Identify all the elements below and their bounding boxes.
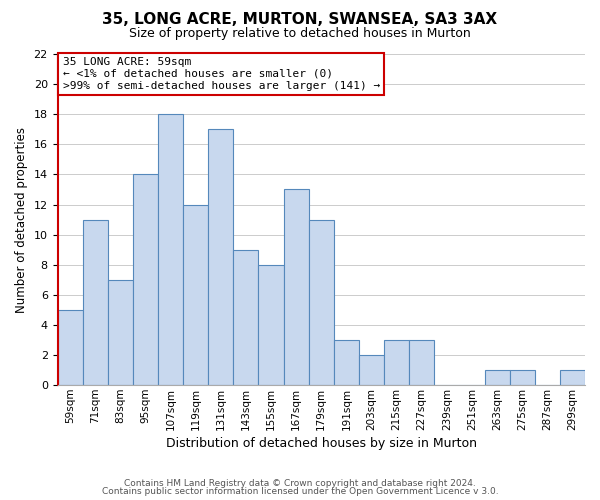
Bar (309, 220, 334, 385)
Bar (334, 340, 359, 385)
Text: Contains public sector information licensed under the Open Government Licence v : Contains public sector information licen… (101, 487, 499, 496)
Bar (485, 370, 509, 385)
Bar (108, 280, 133, 385)
Bar (83, 220, 108, 385)
Bar (359, 355, 384, 385)
Bar (284, 190, 309, 385)
Bar (208, 130, 233, 385)
Y-axis label: Number of detached properties: Number of detached properties (15, 126, 28, 312)
Text: 35 LONG ACRE: 59sqm
← <1% of detached houses are smaller (0)
>99% of semi-detach: 35 LONG ACRE: 59sqm ← <1% of detached ho… (63, 58, 380, 90)
Bar (384, 340, 409, 385)
Text: Contains HM Land Registry data © Crown copyright and database right 2024.: Contains HM Land Registry data © Crown c… (124, 478, 476, 488)
Bar (158, 114, 183, 385)
Text: 35, LONG ACRE, MURTON, SWANSEA, SA3 3AX: 35, LONG ACRE, MURTON, SWANSEA, SA3 3AX (103, 12, 497, 28)
Bar (509, 370, 535, 385)
Bar (560, 370, 585, 385)
Text: Size of property relative to detached houses in Murton: Size of property relative to detached ho… (129, 28, 471, 40)
Bar (183, 204, 208, 385)
Bar (133, 174, 158, 385)
Bar (259, 264, 284, 385)
Bar (233, 250, 259, 385)
Bar (409, 340, 434, 385)
X-axis label: Distribution of detached houses by size in Murton: Distribution of detached houses by size … (166, 437, 477, 450)
Bar (58, 310, 83, 385)
